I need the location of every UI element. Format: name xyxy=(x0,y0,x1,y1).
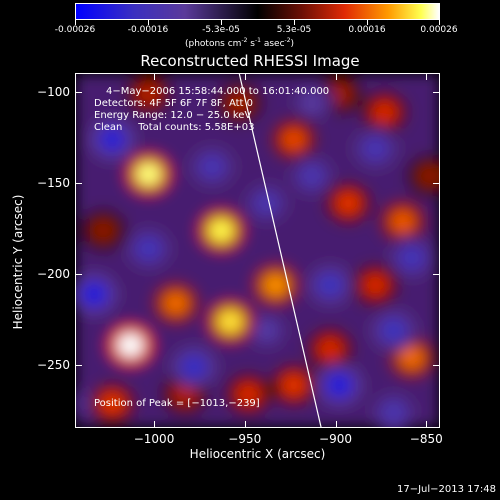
emission-source xyxy=(398,345,425,370)
colorbar-tick xyxy=(439,20,440,25)
y-tick xyxy=(76,183,82,185)
emission-source xyxy=(217,309,244,334)
colorbar-tick xyxy=(75,20,76,25)
x-tick xyxy=(244,421,246,427)
emission-source xyxy=(389,209,416,234)
emission-source xyxy=(90,218,117,243)
colorbar-tick xyxy=(148,20,149,25)
y-tick-label: −200 xyxy=(37,267,70,282)
colorbar-unit-label: (photons cm-2 s-1 asec-2) xyxy=(185,37,295,49)
x-tick xyxy=(335,74,337,80)
negative-region xyxy=(298,163,325,188)
x-tick xyxy=(426,74,428,80)
negative-region xyxy=(135,236,162,261)
emission-source xyxy=(335,191,362,216)
y-tick xyxy=(433,183,439,185)
x-tick xyxy=(154,421,156,427)
y-tick xyxy=(76,92,82,94)
x-tick-label: −1000 xyxy=(133,432,175,446)
negative-region xyxy=(99,127,126,152)
emission-source xyxy=(280,373,307,398)
colorbar-tick-label: 0.00026 xyxy=(420,25,458,35)
emission-source xyxy=(280,127,307,152)
y-tick xyxy=(433,274,439,276)
colorbar xyxy=(75,3,440,20)
negative-region xyxy=(317,273,344,298)
negative-region xyxy=(253,191,280,216)
annotation-counts: Clean Total counts: 5.58E+03 xyxy=(94,122,255,133)
colorbar-tick-label: -0.00026 xyxy=(54,25,96,35)
y-tick xyxy=(433,92,439,94)
x-axis-label: Heliocentric X (arcsec) xyxy=(189,447,326,461)
negative-region xyxy=(253,318,280,343)
negative-region xyxy=(380,400,407,425)
reconstructed-image xyxy=(76,74,439,427)
negative-region xyxy=(298,91,325,116)
y-tick-label: −100 xyxy=(37,85,70,100)
y-tick-label: −150 xyxy=(37,176,70,191)
colorbar-tick-label: 5.3e-05 xyxy=(276,25,312,35)
plot-area: 4−May−2006 15:58:44.000 to 16:01:40.000 … xyxy=(75,73,440,428)
x-tick xyxy=(426,421,428,427)
emission-source xyxy=(235,382,262,407)
x-tick xyxy=(154,74,156,80)
negative-region xyxy=(362,136,389,161)
footer-timestamp: 17−Jul−2013 17:48 xyxy=(397,484,496,495)
colorbar-tick-label: -0.00016 xyxy=(127,25,169,35)
colorbar-tick-label: -5.3e-05 xyxy=(202,25,240,35)
annotation-detectors: Detectors: 4F 5F 6F 7F 8F, Att 0 xyxy=(94,98,254,109)
emission-source xyxy=(226,91,253,116)
y-tick-label: −250 xyxy=(37,358,70,373)
colorbar-tick xyxy=(294,20,295,25)
chart-title: Reconstructed RHESSI Image xyxy=(140,52,360,70)
emission-source xyxy=(416,163,439,188)
emission-source xyxy=(371,100,398,125)
emission-source xyxy=(162,291,189,316)
emission-source xyxy=(317,336,344,361)
solar-limb-line xyxy=(238,74,322,427)
peak-position-label: Position of Peak = [−1013,−239] xyxy=(94,398,260,409)
negative-region xyxy=(326,373,353,398)
emission-source xyxy=(135,162,162,187)
colorbar-tick-label: 0.00016 xyxy=(348,25,386,35)
emission-source xyxy=(135,82,162,107)
emission-source xyxy=(362,273,389,298)
colorbar-tick xyxy=(367,20,368,25)
negative-region xyxy=(180,354,207,379)
y-tick xyxy=(433,365,439,367)
x-tick-label: −950 xyxy=(228,432,262,446)
x-tick-label: −850 xyxy=(409,432,443,446)
emission-source xyxy=(208,218,235,243)
y-tick xyxy=(76,365,82,367)
annotation-time: 4−May−2006 15:58:44.000 to 16:01:40.000 xyxy=(106,86,330,97)
emission-source xyxy=(117,333,144,358)
colorbar-tick xyxy=(221,20,222,25)
emission-source xyxy=(262,273,289,298)
y-tick xyxy=(76,274,82,276)
annotation-energy: Energy Range: 12.0 − 25.0 keV xyxy=(94,110,252,121)
x-tick-label: −900 xyxy=(319,432,353,446)
x-tick xyxy=(335,421,337,427)
negative-region xyxy=(380,318,407,343)
negative-region xyxy=(199,154,226,179)
y-axis-label: Heliocentric Y (arcsec) xyxy=(11,194,25,330)
x-tick xyxy=(244,74,246,80)
negative-region xyxy=(81,282,108,307)
emission-source xyxy=(99,391,126,416)
negative-region xyxy=(398,245,425,270)
